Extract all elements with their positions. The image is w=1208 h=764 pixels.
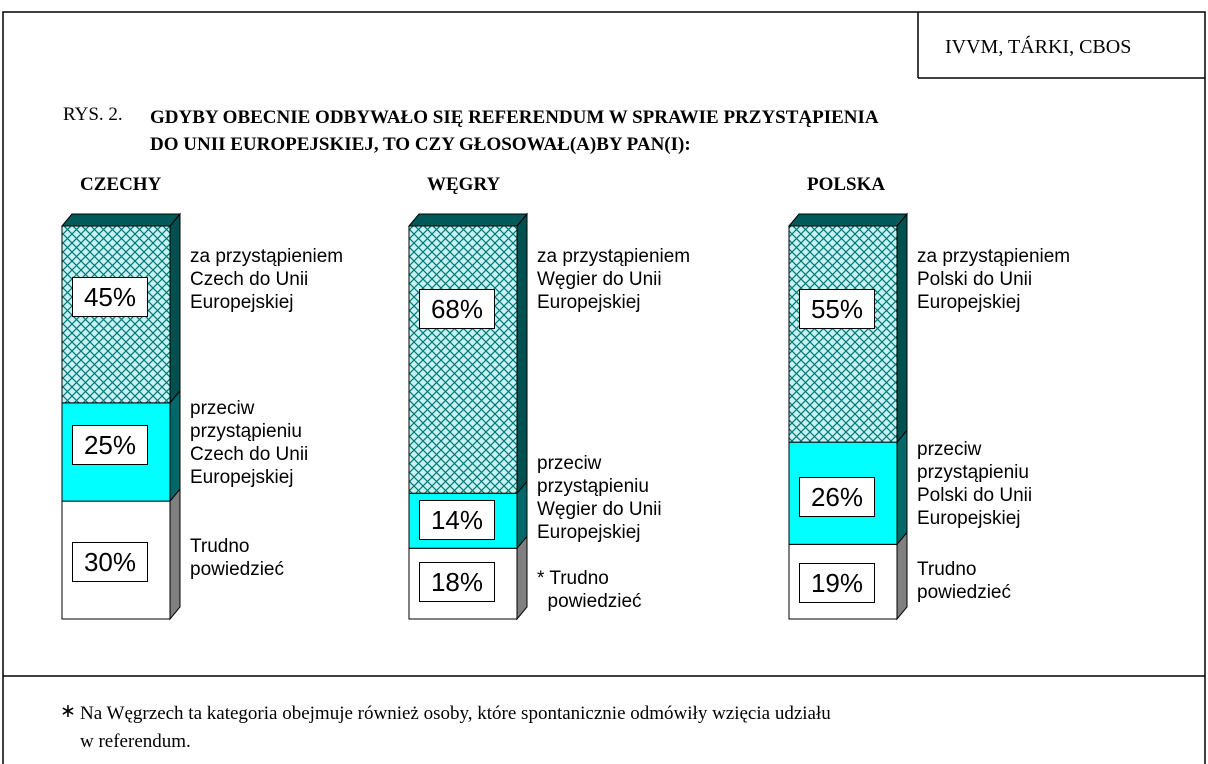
footnote-marker: ∗ bbox=[60, 701, 76, 722]
bar-segment bbox=[788, 225, 898, 443]
frame bbox=[2, 11, 1206, 764]
series-label: za przystąpieniem Czech do Unii Europejs… bbox=[190, 246, 344, 313]
value-label: 25% bbox=[72, 425, 148, 465]
value-label: 14% bbox=[419, 500, 495, 540]
bar-top bbox=[787, 213, 909, 227]
bar-side bbox=[516, 212, 528, 495]
figure-label: RYS. 2. bbox=[63, 104, 123, 125]
value-label: 68% bbox=[419, 289, 495, 329]
bar-top bbox=[407, 213, 529, 227]
bar-side bbox=[516, 534, 528, 621]
footnote: Na Węgrzech ta kategoria obejmuje równie… bbox=[80, 703, 831, 752]
chart-title: WĘGRY bbox=[427, 174, 501, 195]
series-label: przeciw przystąpieniu Czech do Unii Euro… bbox=[190, 398, 309, 488]
value-label: 18% bbox=[419, 562, 495, 602]
bar-segment bbox=[408, 225, 518, 494]
series-label: przeciw przystąpieniu Węgier do Unii Eur… bbox=[537, 453, 662, 543]
bar-side bbox=[169, 212, 181, 405]
value-label: 55% bbox=[799, 289, 875, 329]
series-label: Trudno powiedzieć bbox=[917, 559, 1011, 603]
chart-title: CZECHY bbox=[80, 174, 162, 195]
bar-side bbox=[896, 212, 908, 444]
series-label: za przystąpieniem Polski do Unii Europej… bbox=[917, 246, 1071, 313]
value-label: 45% bbox=[72, 277, 148, 317]
bar-side bbox=[169, 389, 181, 503]
bar-side bbox=[896, 530, 908, 621]
chart-title: POLSKA bbox=[807, 174, 886, 195]
bar-side bbox=[896, 428, 908, 546]
bar-side bbox=[169, 487, 181, 621]
value-label: 19% bbox=[799, 563, 875, 603]
value-label: 30% bbox=[72, 542, 148, 582]
bar-top bbox=[60, 213, 182, 227]
value-label: 26% bbox=[799, 477, 875, 517]
figure-title: GDYBY OBECNIE ODBYWAŁO SIĘ REFERENDUM W … bbox=[150, 107, 879, 155]
series-label: za przystąpieniem Węgier do Unii Europej… bbox=[537, 246, 691, 313]
source: IVVM, TÁRKI, CBOS bbox=[945, 36, 1132, 58]
series-label: * Trudno powiedzieć bbox=[537, 568, 642, 612]
series-label: Trudno powiedzieć bbox=[190, 536, 284, 580]
series-label: przeciw przystąpieniu Polski do Unii Eur… bbox=[917, 439, 1033, 529]
